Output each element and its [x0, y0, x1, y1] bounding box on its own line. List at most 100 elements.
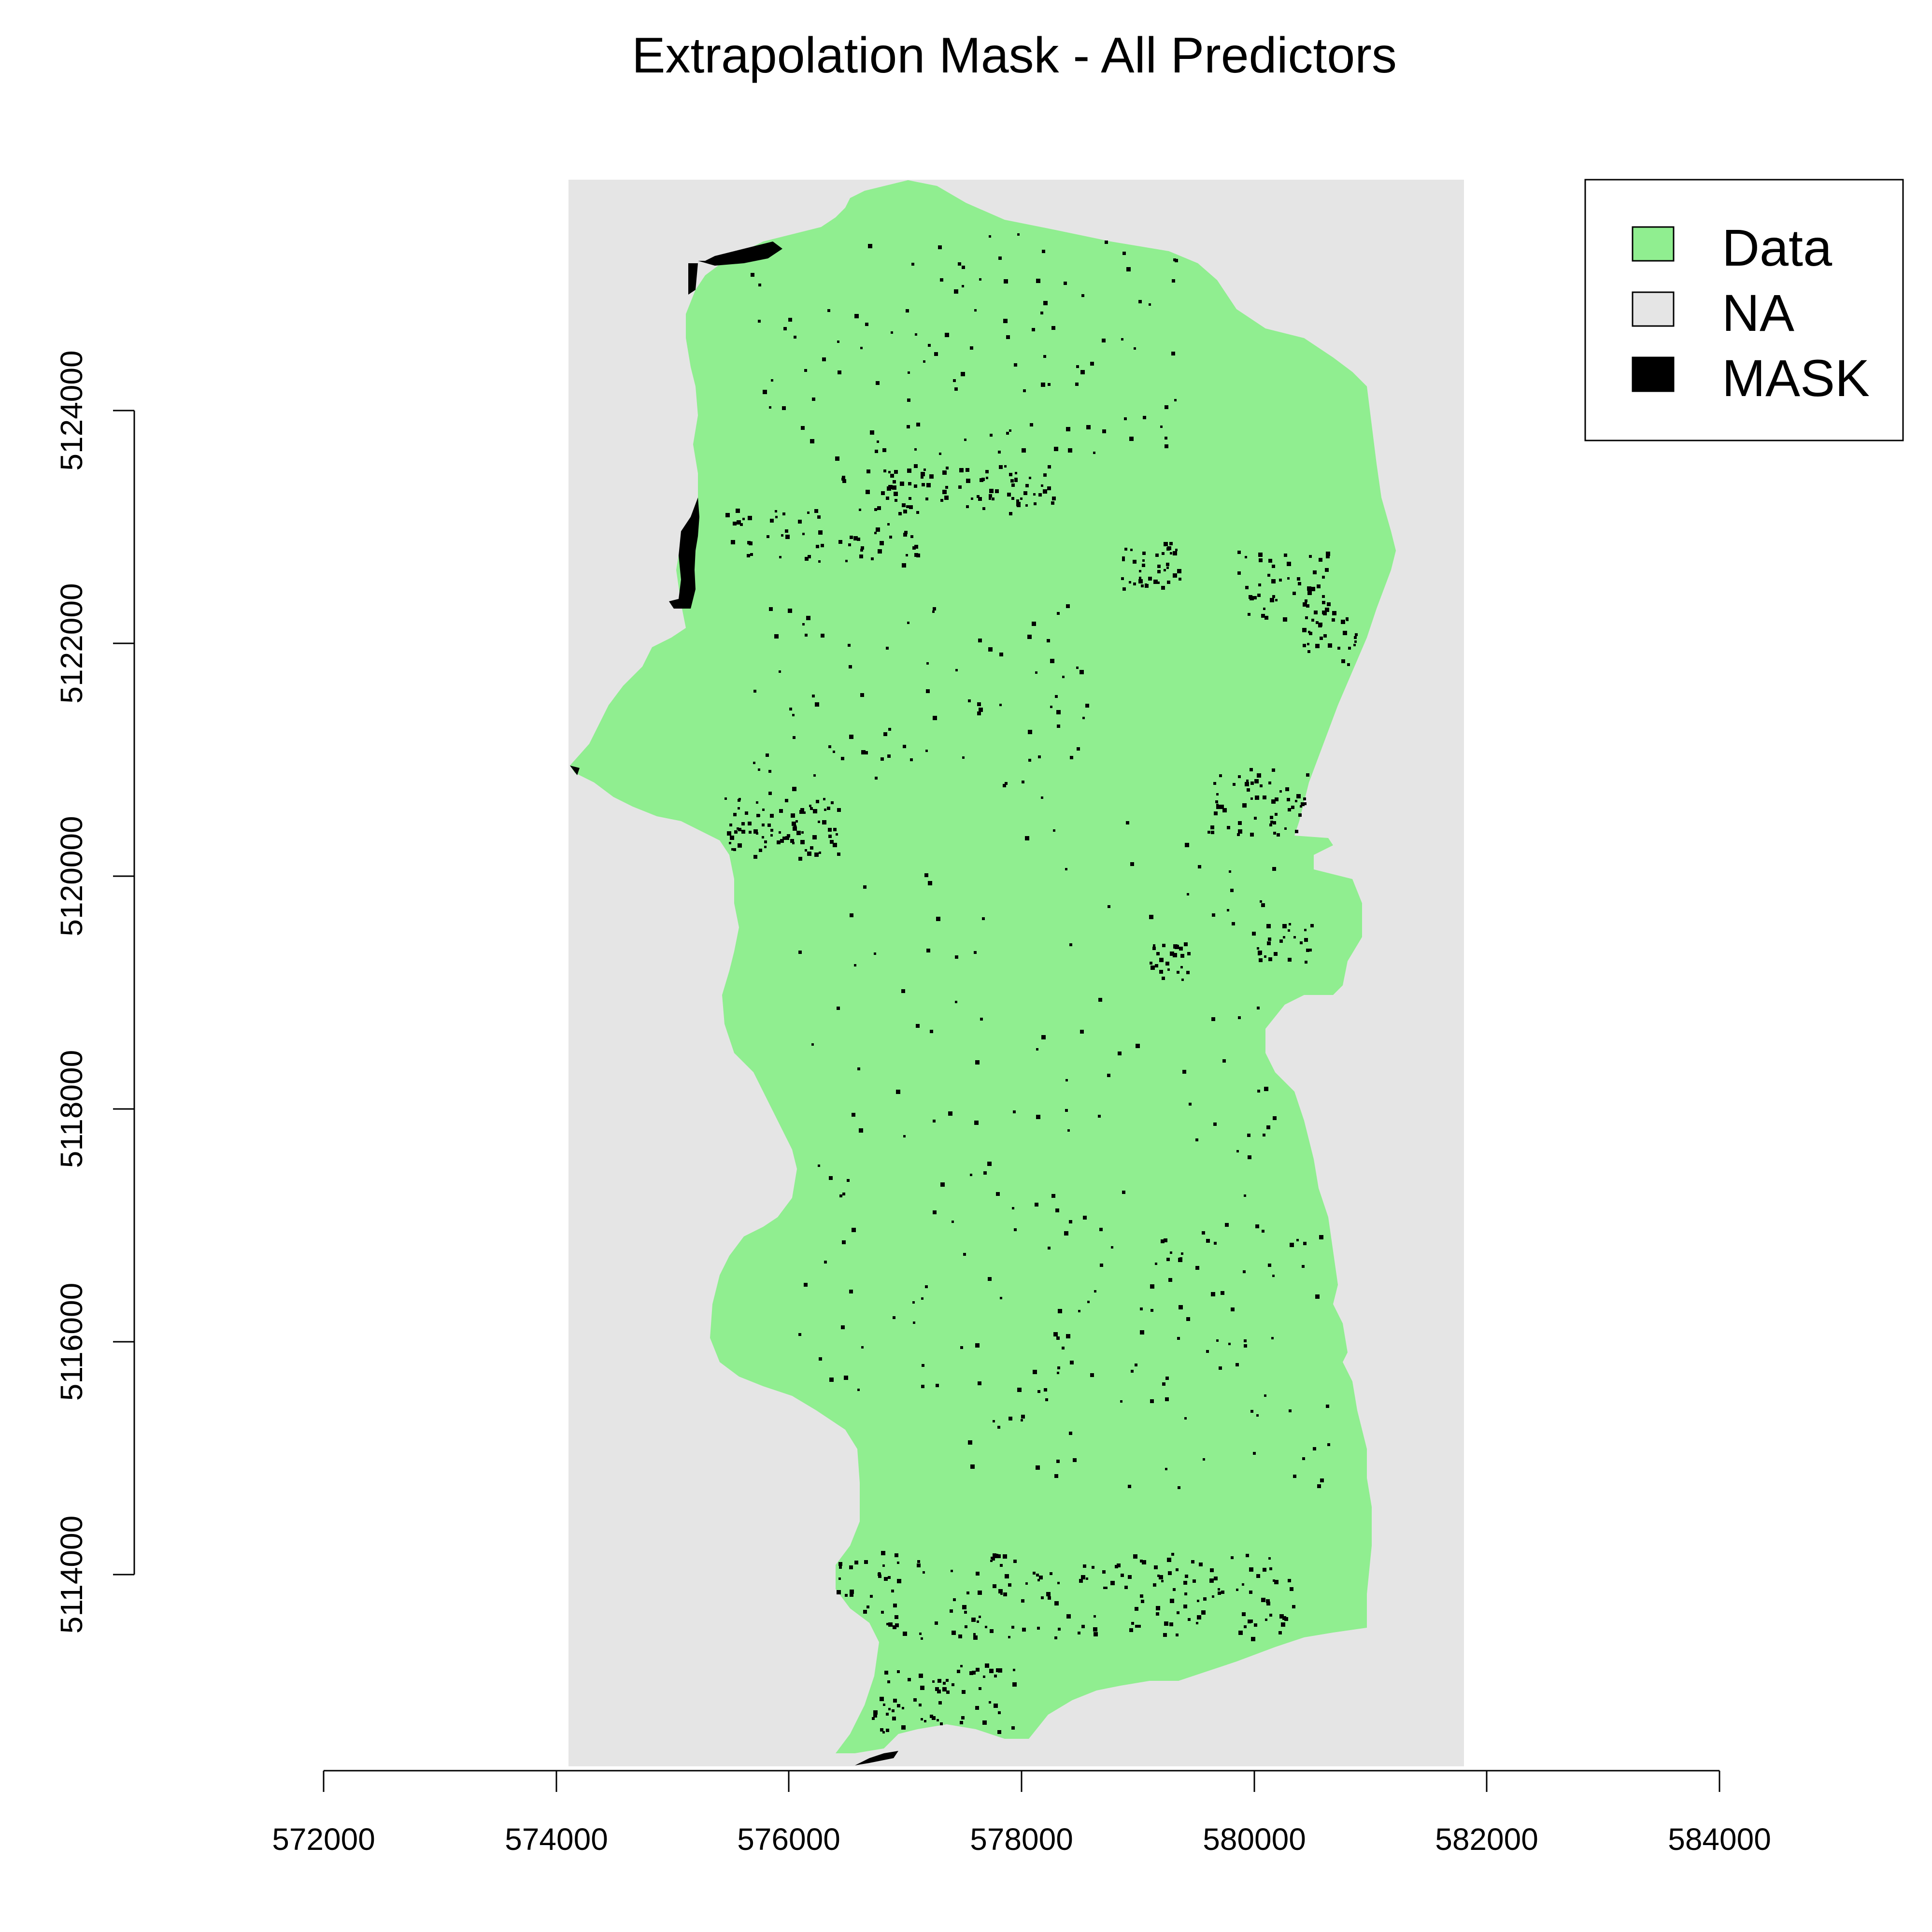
mask-pixel [1098, 1115, 1101, 1118]
mask-pixel [978, 497, 982, 501]
mask-pixel [993, 1553, 996, 1557]
mask-pixel [870, 1595, 873, 1598]
mask-pixel [1269, 1567, 1272, 1570]
mask-pixel [913, 1698, 917, 1702]
mask-pixel [1057, 612, 1060, 615]
mask-pixel [886, 1713, 889, 1716]
mask-pixel [1274, 952, 1278, 956]
mask-pixel [982, 917, 985, 920]
mask-pixel [828, 835, 832, 838]
mask-pixel [1178, 1486, 1180, 1489]
mask-pixel [867, 469, 870, 473]
mask-pixel [1165, 962, 1169, 966]
mask-pixel [1322, 611, 1326, 614]
mask-pixel [1296, 794, 1301, 798]
mask-pixel [1075, 383, 1079, 386]
mask-pixel [903, 1135, 906, 1137]
mask-pixel [1115, 1565, 1118, 1568]
mask-pixel [1176, 1568, 1179, 1571]
mask-pixel [1153, 580, 1158, 584]
mask-pixel [929, 474, 934, 479]
mask-pixel [1186, 1317, 1190, 1321]
mask-pixel [1163, 1633, 1167, 1637]
mask-pixel [1332, 611, 1336, 615]
mask-pixel [1117, 1563, 1121, 1567]
mask-pixel [1009, 512, 1012, 515]
mask-pixel [775, 510, 777, 512]
mask-pixel [861, 546, 864, 550]
mask-pixel [926, 949, 930, 952]
mask-pixel [1264, 1394, 1266, 1397]
mask-pixel [911, 263, 914, 266]
mask-pixel [995, 489, 999, 493]
mask-pixel [1264, 616, 1268, 620]
mask-pixel [1022, 1628, 1026, 1632]
mask-pixel [865, 323, 868, 326]
mask-pixel [1173, 258, 1176, 261]
mask-pixel [1282, 924, 1287, 928]
mask-pixel [872, 1717, 875, 1720]
mask-pixel [962, 756, 965, 759]
mask-pixel [837, 341, 839, 343]
mask-pixel [1130, 862, 1134, 866]
legend-label-data: Data [1722, 218, 1833, 277]
mask-pixel [1170, 552, 1172, 554]
mask-pixel [886, 1729, 889, 1732]
mask-pixel [904, 531, 908, 534]
mask-pixel [962, 266, 965, 269]
mask-pixel [1099, 1228, 1103, 1231]
mask-pixel [1136, 1044, 1140, 1048]
mask-pixel [1165, 437, 1167, 440]
mask-pixel [764, 840, 767, 843]
mask-pixel [951, 1570, 953, 1572]
mask-pixel [1168, 1278, 1172, 1282]
mask-pixel [1033, 493, 1036, 496]
mask-pixel [787, 834, 790, 838]
mask-pixel [973, 1635, 978, 1640]
mask-pixel [1122, 558, 1125, 561]
mask-pixel [893, 1604, 897, 1607]
mask-pixel [909, 505, 913, 509]
mask-pixel [1214, 1577, 1218, 1580]
mask-pixel [1004, 465, 1007, 468]
mask-pixel [906, 554, 908, 556]
mask-pixel [866, 490, 870, 494]
y-tick-label: 5120000 [54, 816, 89, 936]
mask-pixel [1164, 542, 1168, 546]
mask-pixel [781, 534, 783, 537]
mask-pixel [801, 426, 805, 430]
mask-pixel [888, 1708, 891, 1710]
mask-pixel [1273, 1116, 1277, 1120]
mask-pixel [798, 857, 802, 861]
mask-pixel [1175, 549, 1178, 551]
mask-pixel [897, 1579, 901, 1583]
mask-pixel [978, 1381, 981, 1385]
mask-pixel [852, 1113, 855, 1117]
mask-pixel [750, 553, 753, 556]
legend-swatch-na [1632, 291, 1675, 327]
mask-pixel [997, 1426, 1000, 1429]
mask-pixel [1172, 279, 1175, 283]
mask-pixel [1197, 1600, 1199, 1602]
mask-pixel [1173, 1588, 1176, 1591]
mask-pixel [864, 1560, 868, 1564]
mask-pixel [888, 1622, 893, 1627]
mask-pixel [1189, 1103, 1192, 1106]
mask-pixel [1201, 1610, 1206, 1615]
mask-pixel [1124, 417, 1127, 420]
mask-pixel [955, 669, 958, 671]
mask-pixel [1238, 829, 1242, 834]
mask-pixel [1233, 783, 1236, 786]
mask-pixel [1325, 568, 1329, 572]
mask-pixel [1196, 1622, 1198, 1624]
mask-pixel [1003, 784, 1006, 787]
mask-pixel [1250, 781, 1254, 785]
mask-pixel [1160, 426, 1163, 428]
mask-pixel [1267, 941, 1271, 945]
mask-pixel [1302, 1265, 1305, 1268]
mask-pixel [1011, 497, 1014, 500]
mask-pixel [1317, 1484, 1321, 1488]
mask-pixel [1155, 554, 1159, 557]
mask-pixel [803, 811, 806, 814]
mask-pixel [882, 1731, 885, 1733]
